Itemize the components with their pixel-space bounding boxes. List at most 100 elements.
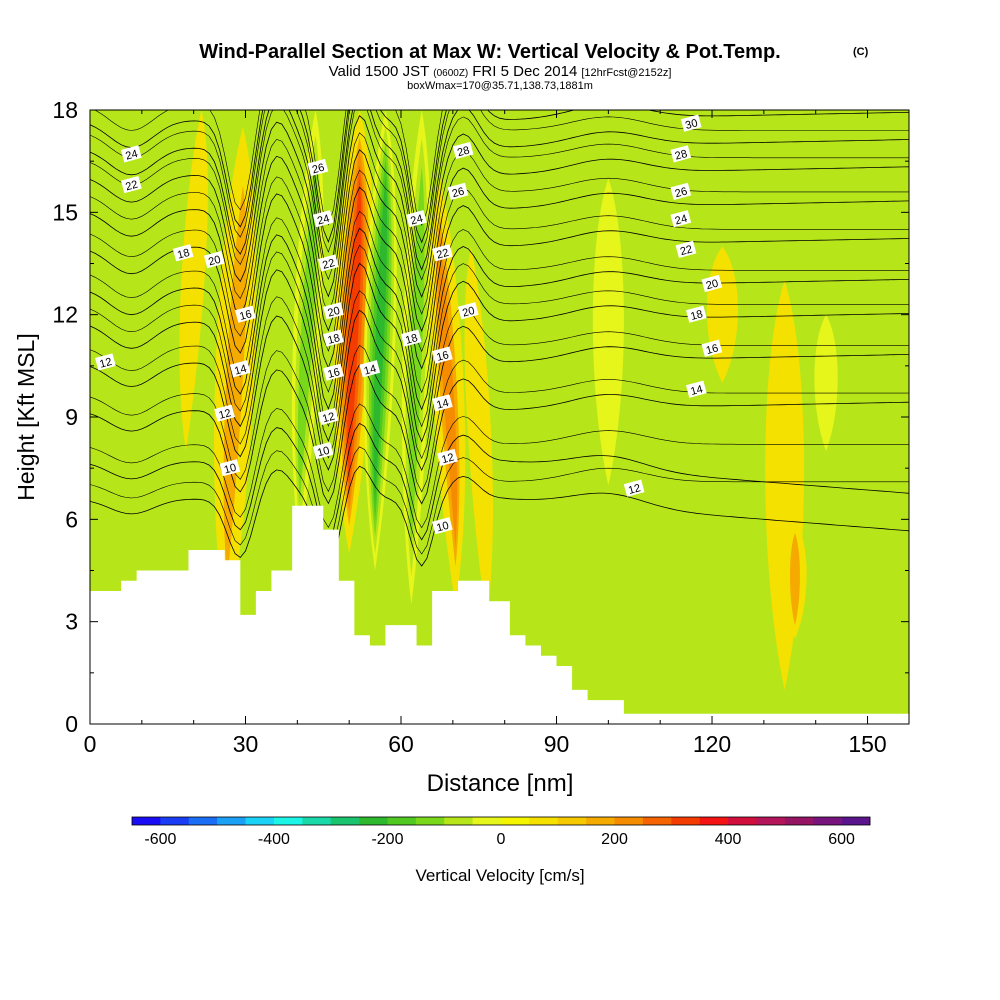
contour-label: 10 xyxy=(431,517,453,535)
theta-contour xyxy=(90,169,909,353)
contour-label-bg xyxy=(670,210,692,228)
contour-label: 14 xyxy=(431,394,453,412)
contour-label-text: 14 xyxy=(689,383,704,398)
contour-label-text: 22 xyxy=(124,179,139,194)
contour-label: 28 xyxy=(452,141,474,160)
colorbar-swatch xyxy=(302,817,331,825)
vertical-velocity-field xyxy=(179,110,838,690)
colorbar-swatch xyxy=(160,817,190,825)
contour-label: 12 xyxy=(317,407,339,426)
contour-label-bg xyxy=(219,459,241,477)
contour-label-bg xyxy=(323,363,344,381)
x-tick-label: 30 xyxy=(233,731,259,757)
colorbar-tick-label: -400 xyxy=(258,831,290,848)
theta-contour xyxy=(90,446,909,555)
contour-label-text: 20 xyxy=(461,305,476,320)
contour-label-text: 12 xyxy=(627,482,642,497)
theta-contour xyxy=(90,110,909,281)
chart-subtitle: Valid 1500 JST (0600Z) FRI 5 Dec 2014 [12hr… xyxy=(329,63,672,80)
contour-label-text: 26 xyxy=(311,162,326,177)
contour-label-bg xyxy=(312,442,334,460)
contour-label-bg xyxy=(680,114,702,132)
subtitle-utc: (0600Z) xyxy=(433,68,468,79)
contour-label-bg xyxy=(120,145,142,163)
contour-label-text: 14 xyxy=(435,397,450,412)
contour-label-bg xyxy=(437,448,458,467)
contour-label-text: 12 xyxy=(440,452,455,467)
contour-label-bg xyxy=(431,346,453,364)
contour-label: 28 xyxy=(670,145,692,163)
contour-label-text: 16 xyxy=(238,308,253,323)
y-tick-label: 0 xyxy=(65,711,78,737)
contour-label-text: 12 xyxy=(321,411,336,426)
colorbar-swatch xyxy=(245,817,275,825)
contour-label-text: 10 xyxy=(223,462,238,477)
colorbar-swatch xyxy=(671,817,700,825)
contour-label-text: 10 xyxy=(435,520,450,535)
contour-label: 18 xyxy=(400,329,422,347)
contour-label: 30 xyxy=(680,114,702,132)
x-tick-label: 90 xyxy=(544,731,570,757)
contour-label: 10 xyxy=(312,442,334,460)
contour-label-bg xyxy=(323,329,344,347)
contour-label-bg xyxy=(701,339,723,357)
theta-contour xyxy=(90,149,909,333)
theta-contour xyxy=(90,210,909,394)
contour-label: 14 xyxy=(229,360,251,378)
w-cell xyxy=(814,314,838,452)
contour-label: 16 xyxy=(701,339,723,357)
w-cell xyxy=(468,276,490,592)
theta-contour xyxy=(90,262,909,443)
contour-label: 12 xyxy=(623,479,645,497)
contour-label-text: 24 xyxy=(124,148,139,163)
contour-label: 20 xyxy=(701,274,723,292)
contour-label-text: 20 xyxy=(207,254,222,269)
colorbar-swatch xyxy=(188,817,218,825)
contour-label: 26 xyxy=(447,182,469,200)
y-tick-label: 15 xyxy=(52,199,78,225)
theta-contour xyxy=(90,422,909,541)
w-cell xyxy=(789,532,800,626)
contour-label: 12 xyxy=(437,448,458,467)
contour-label: 16 xyxy=(235,305,256,323)
contour-label-text: 24 xyxy=(674,213,689,228)
contour-label: 22 xyxy=(317,254,339,272)
theta-contour xyxy=(90,110,909,271)
colorbar-tick-label: 600 xyxy=(828,831,855,848)
contour-label-bg xyxy=(317,407,339,426)
contour-label: 14 xyxy=(685,380,707,398)
contour-label-text: 18 xyxy=(176,247,191,262)
x-axis: 0 30 60 90 120 150 xyxy=(84,110,887,757)
contour-label-bg xyxy=(685,380,707,398)
colorbar-swatch xyxy=(359,817,388,825)
contour-label: 20 xyxy=(323,302,344,320)
colorbar-swatch xyxy=(699,817,729,825)
colorbar-swatch xyxy=(586,817,615,825)
contour-label-text: 18 xyxy=(689,308,704,323)
contour-label-bg xyxy=(229,360,251,378)
contour-label-text: 14 xyxy=(363,363,378,378)
contour-label-bg xyxy=(447,182,469,200)
colorbar-tick-label: 400 xyxy=(715,831,742,848)
theta-contour xyxy=(94,110,443,227)
y-tick-label: 9 xyxy=(65,404,78,430)
colorbar-frame xyxy=(131,816,871,826)
colorbar-swatch xyxy=(529,817,559,825)
theta-contour xyxy=(90,344,909,493)
x-tick-label: 60 xyxy=(388,731,414,757)
colorbar-swatch xyxy=(273,817,303,825)
subtitle-forecast: [12hrFcst@2152z] xyxy=(581,67,671,79)
contour-label-text: 26 xyxy=(451,185,466,200)
chart-title-copyright: (C) xyxy=(853,46,869,58)
contour-label-text: 16 xyxy=(435,349,450,364)
contour-label-text: 18 xyxy=(404,332,419,347)
contour-label: 22 xyxy=(675,240,697,258)
x-tick-label: 0 xyxy=(84,731,97,757)
x-tick-label: 120 xyxy=(693,731,731,757)
contour-label-bg xyxy=(452,141,474,160)
contour-label-text: 28 xyxy=(674,148,689,163)
theta-contour xyxy=(90,110,909,244)
w-cell xyxy=(373,176,388,504)
